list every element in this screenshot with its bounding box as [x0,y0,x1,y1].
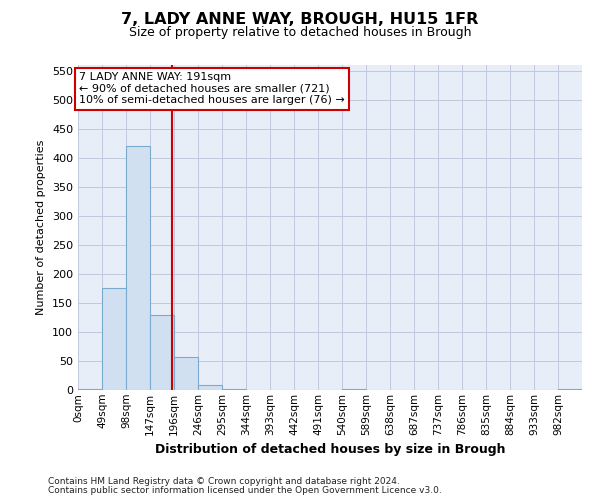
X-axis label: Distribution of detached houses by size in Brough: Distribution of detached houses by size … [155,443,505,456]
Bar [198,386,222,390]
Text: 7, LADY ANNE WAY, BROUGH, HU15 1FR: 7, LADY ANNE WAY, BROUGH, HU15 1FR [121,12,479,28]
Text: 7 LADY ANNE WAY: 191sqm
← 90% of detached houses are smaller (721)
10% of semi-d: 7 LADY ANNE WAY: 191sqm ← 90% of detache… [79,72,345,105]
Bar [342,389,366,390]
Text: Size of property relative to detached houses in Brough: Size of property relative to detached ho… [129,26,471,39]
Bar [102,288,126,390]
Text: Contains public sector information licensed under the Open Government Licence v3: Contains public sector information licen… [48,486,442,495]
Bar [150,314,174,390]
Bar [174,357,198,390]
Bar [78,389,102,390]
Bar [126,146,150,390]
Y-axis label: Number of detached properties: Number of detached properties [37,140,46,315]
Bar [558,389,582,390]
Text: Contains HM Land Registry data © Crown copyright and database right 2024.: Contains HM Land Registry data © Crown c… [48,477,400,486]
